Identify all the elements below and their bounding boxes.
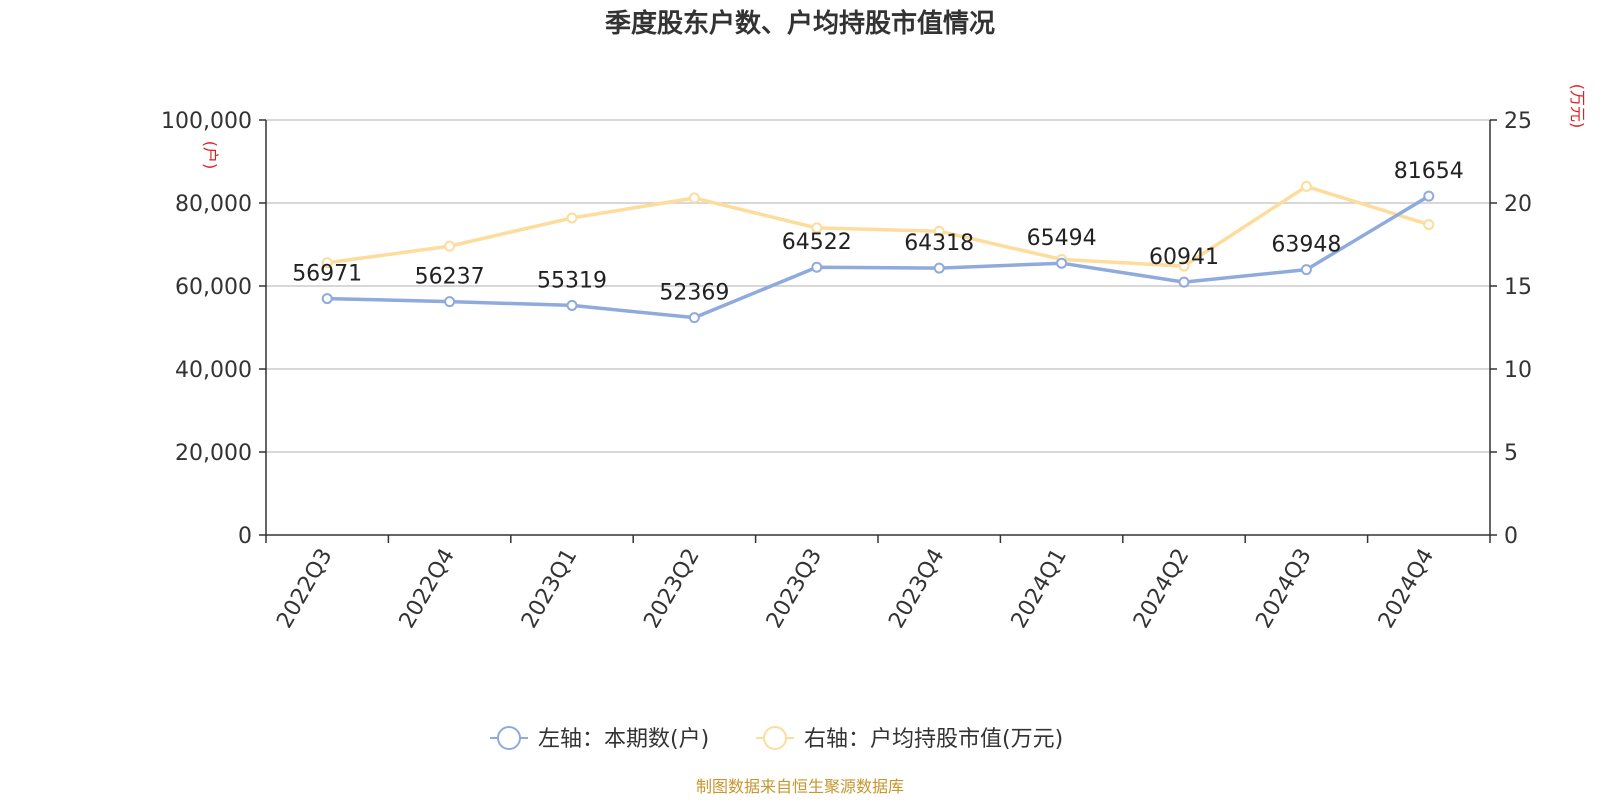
data-point[interactable] (1056, 257, 1068, 269)
data-label: 56237 (415, 265, 485, 290)
chart-title: 季度股东户数、户均持股市值情况 (605, 8, 995, 39)
right-axis-tick-label: 0 (1504, 524, 1518, 549)
axes: 0 20,000 40,000 60,000 80,000 100,000 0 5 10 15 20… (161, 109, 1532, 633)
data-point[interactable] (1178, 276, 1190, 288)
data-point[interactable] (811, 222, 823, 234)
data-point[interactable] (1300, 180, 1312, 192)
left-axis-tick-label: 0 (238, 524, 252, 549)
x-axis-tick-label: 2023Q4 (884, 544, 949, 632)
x-axis-tick-label: 2024Q3 (1251, 545, 1316, 633)
data-label: 64522 (782, 230, 852, 255)
x-axis-tick-label: 2023Q3 (762, 545, 827, 633)
data-label: 81654 (1394, 159, 1464, 184)
x-axis-tick-label: 2023Q1 (517, 545, 582, 633)
data-point[interactable] (811, 261, 823, 273)
legend-item-right-series[interactable]: 右轴：户均持股市值(万元) (756, 726, 1063, 752)
left-axis-tick-label: 20,000 (175, 441, 252, 466)
legend-label-right-series: 右轴：户均持股市值(万元) (804, 727, 1063, 752)
left-axis-tick-label: 80,000 (175, 192, 252, 217)
left-axis-tick-label: 40,000 (175, 358, 252, 383)
data-point[interactable] (566, 212, 578, 224)
right-axis-tick-label: 10 (1504, 358, 1532, 383)
series-line-1 (326, 184, 1430, 268)
right-axis-tick-label: 20 (1504, 192, 1532, 217)
data-point[interactable] (321, 293, 333, 305)
data-point[interactable] (688, 192, 700, 204)
data-point[interactable] (688, 312, 700, 324)
data-point[interactable] (566, 299, 578, 311)
data-point[interactable] (933, 225, 945, 237)
data-label: 56971 (292, 262, 362, 287)
data-point[interactable] (444, 240, 456, 252)
data-point[interactable] (321, 257, 333, 269)
data-label: 52369 (659, 281, 729, 306)
data-label: 60941 (1149, 245, 1219, 270)
data-label: 65494 (1027, 226, 1097, 251)
grid-lines (266, 119, 1490, 453)
data-point[interactable] (444, 296, 456, 308)
legend-label-left-series: 左轴：本期数(户) (538, 727, 709, 752)
left-axis-tick-label: 60,000 (175, 275, 252, 300)
x-axis-tick-label: 2024Q1 (1007, 545, 1072, 633)
data-label: 55319 (537, 268, 607, 293)
data-label: 63948 (1271, 233, 1341, 258)
series-line-0 (327, 194, 1430, 320)
x-axis-tick-label: 2022Q4 (395, 545, 460, 633)
legend-item-left-series[interactable]: 左轴：本期数(户) (490, 726, 709, 752)
x-axis-tick-label: 2023Q2 (639, 545, 704, 633)
data-point[interactable] (1300, 264, 1312, 276)
right-axis-unit: (万元) (1568, 84, 1587, 129)
data-point[interactable] (1423, 219, 1435, 231)
x-axis-tick-label: 2022Q3 (272, 545, 337, 633)
data-labels: 56971 56237 55319 52369 64522 64318 65494 60941… (292, 159, 1464, 306)
legend-marker-icon (497, 726, 521, 750)
x-axis-tick-label: 2024Q2 (1129, 545, 1194, 633)
legend-marker-icon (763, 726, 787, 750)
series-lines (321, 180, 1435, 324)
data-point[interactable] (1178, 260, 1190, 272)
data-point[interactable] (933, 262, 945, 274)
right-axis-tick-label: 25 (1504, 109, 1532, 134)
legend: 左轴：本期数(户) 右轴：户均持股市值(万元) (490, 726, 1063, 752)
right-axis-tick-label: 15 (1504, 275, 1532, 300)
data-label: 64318 (904, 231, 974, 256)
x-axis-tick-label: 2024Q4 (1374, 545, 1439, 633)
right-axis-tick-label: 5 (1504, 441, 1518, 466)
left-axis-tick-label: 100,000 (161, 109, 252, 134)
left-axis-unit: (户) (201, 141, 220, 170)
data-source-note: 制图数据来自恒生聚源数据库 (696, 777, 904, 796)
data-point[interactable] (1423, 190, 1435, 202)
